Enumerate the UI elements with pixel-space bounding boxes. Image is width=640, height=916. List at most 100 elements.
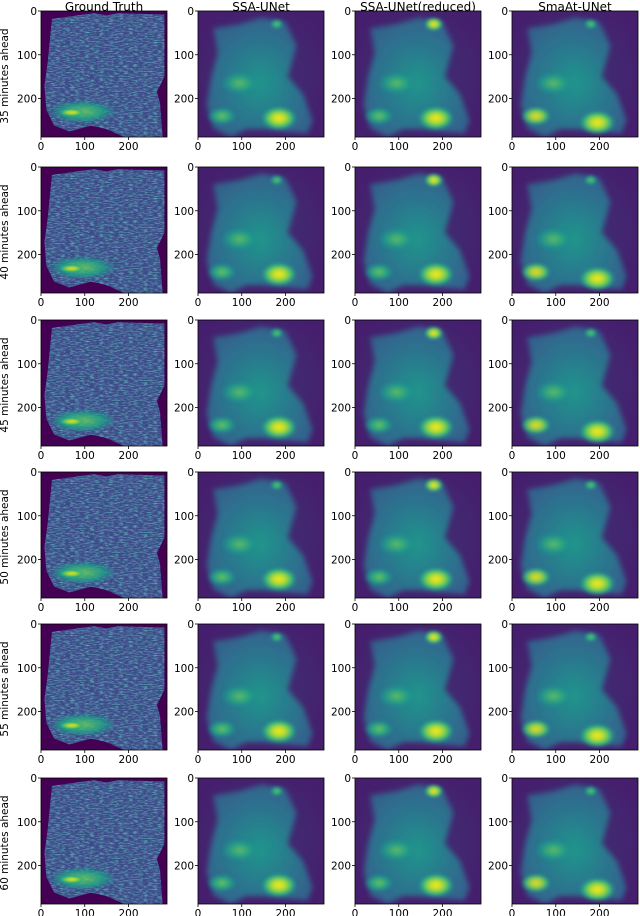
field-peak xyxy=(58,721,85,730)
x-tick-label: 200 xyxy=(275,602,295,614)
x-tick-label: 200 xyxy=(589,602,609,614)
y-tick-label: 0 xyxy=(30,773,37,785)
axes-frame xyxy=(354,166,482,294)
y-tick-label: 100 xyxy=(174,206,194,218)
x-tick-label: 200 xyxy=(432,297,452,309)
field-lower-left xyxy=(363,873,395,893)
field-peak-main xyxy=(417,414,455,440)
field-peak-main xyxy=(260,105,298,131)
row-label-45-minutes-ahead: 45 minutes ahead xyxy=(0,337,11,432)
x-tick-label: 200 xyxy=(589,908,609,916)
x-tick-label: 100 xyxy=(546,297,566,309)
x-tick-label: 0 xyxy=(195,450,202,462)
x-tick-label: 100 xyxy=(232,450,252,462)
panel-ground-truth-60-minutes-ahead: 0 100 200 0 100 200 xyxy=(17,773,168,916)
field-lower-left xyxy=(363,415,395,435)
y-tick-label: 100 xyxy=(174,817,194,829)
y-tick-label: 200 xyxy=(174,403,194,415)
field-peak-main xyxy=(260,261,298,287)
field-mid-left xyxy=(219,379,260,405)
x-tick-label: 0 xyxy=(195,602,202,614)
y-tick-label: 0 xyxy=(30,6,37,18)
x-tick-label: 100 xyxy=(75,908,95,916)
field-mid-left xyxy=(533,226,574,252)
y-tick-label: 100 xyxy=(17,511,37,523)
axes-frame xyxy=(197,777,325,905)
x-tick-label: 0 xyxy=(509,602,516,614)
y-tick-label: 0 xyxy=(501,6,508,18)
y-tick-label: 100 xyxy=(488,511,508,523)
field-peak-main xyxy=(578,266,616,291)
y-tick-label: 200 xyxy=(17,250,37,262)
field-lower-left xyxy=(206,415,238,435)
x-tick-label: 0 xyxy=(195,908,202,916)
x-tick-label: 0 xyxy=(509,297,516,309)
field-mid-left xyxy=(376,683,417,709)
y-tick-label: 100 xyxy=(331,817,351,829)
panel-ground-truth-40-minutes-ahead: 0 100 200 0 100 200 xyxy=(17,162,168,309)
field-region xyxy=(520,784,627,904)
y-tick-label: 0 xyxy=(30,315,37,327)
x-tick-label: 200 xyxy=(275,908,295,916)
column-titles: Ground Truth SSA-UNet SSA-UNet(reduced) Sma… xyxy=(65,0,612,14)
field-lower-left xyxy=(363,567,395,587)
field-mid-left xyxy=(219,837,260,863)
field-mid-left xyxy=(219,683,260,709)
field-mid-left xyxy=(376,226,417,252)
field-peak-main xyxy=(417,718,455,744)
y-tick-label: 0 xyxy=(501,162,508,174)
x-tick-label: 0 xyxy=(509,754,516,766)
field-mid-left xyxy=(533,683,574,709)
panel-ssa-unet-reduced-45-minutes-ahead: 0 100 200 0 100 200 xyxy=(331,315,482,462)
panel-ssa-unet-reduced-60-minutes-ahead: 0 100 200 0 100 200 xyxy=(331,773,482,916)
y-tick-label: 0 xyxy=(501,467,508,479)
field-peak-top xyxy=(269,479,284,491)
x-tick-label: 200 xyxy=(118,450,138,462)
y-tick-label: 100 xyxy=(488,817,508,829)
field-peak-main xyxy=(260,566,298,592)
field-region xyxy=(520,17,627,137)
x-tick-label: 200 xyxy=(589,754,609,766)
row-label-60-minutes-ahead: 60 minutes ahead xyxy=(0,795,11,890)
y-tick-label: 100 xyxy=(174,511,194,523)
y-tick-label: 200 xyxy=(331,555,351,567)
x-tick-label: 100 xyxy=(546,754,566,766)
x-tick-label: 200 xyxy=(432,754,452,766)
column-title-ssa-unet-reduced: SSA-UNet(reduced) xyxy=(360,0,476,14)
x-tick-label: 100 xyxy=(389,908,409,916)
x-tick-label: 0 xyxy=(195,754,202,766)
field-lower-left xyxy=(206,873,238,893)
axes-frame xyxy=(197,471,325,599)
y-tick-label: 100 xyxy=(331,663,351,675)
field-lower-left xyxy=(206,567,238,587)
row-label-40-minutes-ahead: 40 minutes ahead xyxy=(0,184,11,279)
y-tick-label: 200 xyxy=(488,94,508,106)
field-peak-top xyxy=(269,174,284,186)
field-peak-top xyxy=(269,785,284,797)
panels: 0 100 200 0 100 200 0 100 200 0 100 200 0 100 200 0 100 2… xyxy=(17,6,639,916)
y-tick-label: 100 xyxy=(17,359,37,371)
field-peak-main xyxy=(578,419,616,444)
column-title-smaat-unet: SmaAt-UNet xyxy=(538,0,612,14)
y-tick-label: 0 xyxy=(30,162,37,174)
y-tick-label: 200 xyxy=(17,861,37,873)
axes-frame xyxy=(354,623,482,751)
y-tick-label: 100 xyxy=(17,206,37,218)
panel-ssa-unet-reduced-50-minutes-ahead: 0 100 200 0 100 200 xyxy=(331,467,482,614)
x-tick-label: 0 xyxy=(352,450,359,462)
row-labels: 35 minutes ahead 40 minutes ahead 45 minut… xyxy=(0,28,11,890)
y-tick-label: 200 xyxy=(174,250,194,262)
y-tick-label: 200 xyxy=(488,707,508,719)
field-lower-left xyxy=(363,106,395,126)
field-peak-top xyxy=(583,785,598,797)
field-lower-left xyxy=(520,415,552,435)
x-tick-label: 0 xyxy=(509,908,516,916)
y-tick-label: 0 xyxy=(187,619,194,631)
panel-ssa-unet-45-minutes-ahead: 0 100 200 0 100 200 xyxy=(174,315,325,462)
field-peak xyxy=(58,875,85,884)
axes-frame xyxy=(511,166,639,294)
x-tick-label: 0 xyxy=(38,908,45,916)
x-tick-label: 0 xyxy=(38,754,45,766)
field-lower-left xyxy=(520,567,552,587)
x-tick-label: 200 xyxy=(589,297,609,309)
